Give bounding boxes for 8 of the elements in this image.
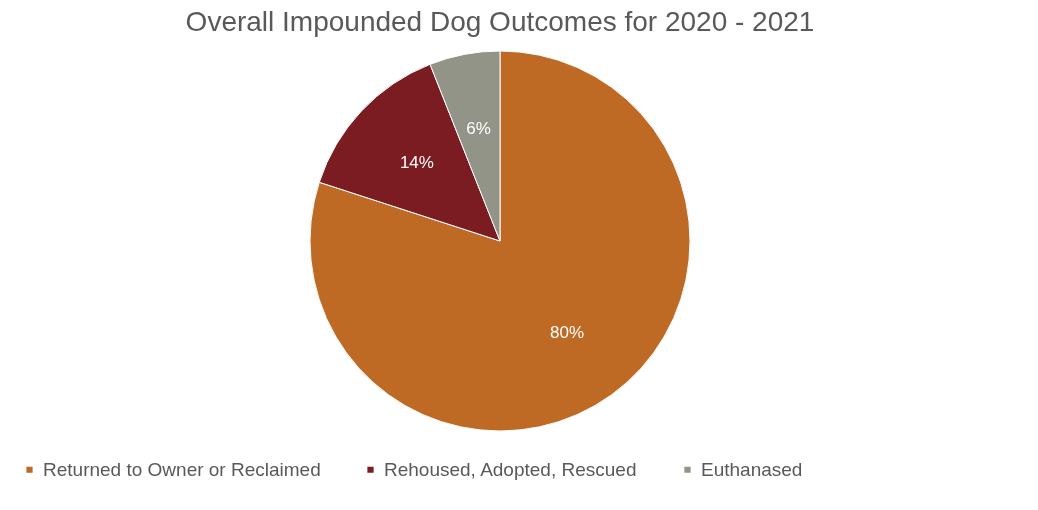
data-label: 80% bbox=[549, 323, 585, 343]
legend-label: Returned to Owner or Reclaimed bbox=[43, 458, 321, 480]
pie-slice bbox=[309, 50, 691, 432]
legend-label: Rehoused, Adopted, Rescued bbox=[384, 458, 637, 480]
data-label: 6% bbox=[466, 119, 491, 139]
legend-label: Euthanased bbox=[701, 458, 803, 480]
chart-title: Overall Impounded Dog Outcomes for 2020 - 2021 bbox=[185, 6, 815, 37]
data-label: 14% bbox=[399, 152, 434, 172]
